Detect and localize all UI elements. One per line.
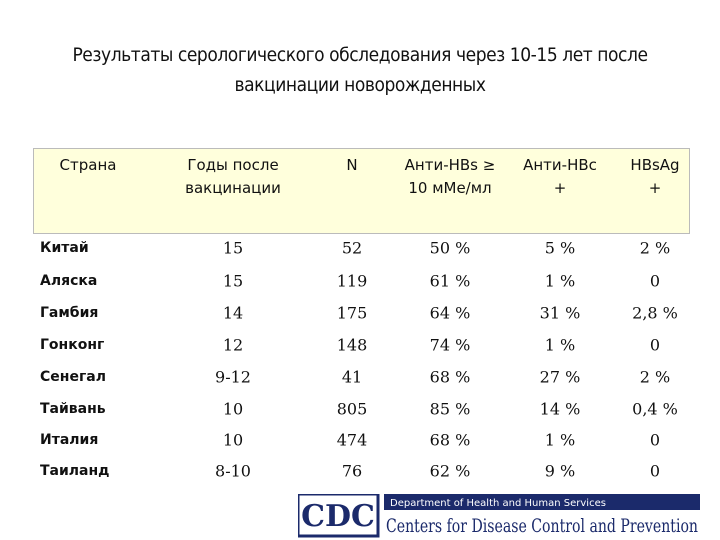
cell: 119: [336, 271, 368, 291]
cell: 41: [341, 367, 363, 387]
cell: 0: [649, 430, 661, 450]
cdc-logo: CDC Department of Health and Human Servi…: [298, 494, 700, 538]
cell: 64 %: [429, 303, 471, 323]
country: Китай: [40, 240, 89, 256]
cell: 2,8 %: [632, 303, 678, 323]
cell: 148: [336, 335, 368, 355]
header-line: +: [553, 179, 567, 197]
header-line: 10 мМе/мл: [408, 179, 492, 197]
cell: 474: [336, 430, 368, 450]
cell: 12: [222, 335, 244, 355]
header-line: Годы после: [187, 156, 279, 174]
header-line: +: [648, 179, 662, 197]
country: Италия: [40, 432, 99, 448]
cell: 0,4 %: [632, 399, 678, 419]
cell: 15: [222, 271, 244, 291]
header-line: HBsAg: [630, 156, 680, 174]
country: Тайвань: [40, 401, 106, 417]
cell: 76: [341, 461, 363, 481]
header-line: Анти-HBc: [523, 156, 597, 174]
cell: 5 %: [544, 238, 576, 258]
cell: 50 %: [429, 238, 471, 258]
cell: 74 %: [429, 335, 471, 355]
logo-box: [298, 494, 380, 538]
cell: 8-10: [215, 461, 251, 481]
country: Сенегал: [40, 369, 106, 385]
cell: 68 %: [429, 367, 471, 387]
logo-text: CDC: [301, 499, 375, 534]
column-header: Годы после вакцинации: [185, 154, 281, 200]
column-header: HBsAg +: [630, 154, 679, 200]
country: Гонконг: [40, 337, 105, 353]
cell: 61 %: [429, 271, 471, 291]
country: Аляска: [40, 273, 98, 289]
cell: 15: [222, 238, 244, 258]
agency: Centers for Disease Control and Preventi…: [386, 515, 698, 537]
header-line: N: [346, 156, 358, 174]
country: Таиланд: [40, 463, 110, 479]
cell: 175: [336, 303, 368, 323]
title-line: Результаты серологического обследования …: [72, 44, 648, 66]
header-line: Анти-HBs ≥: [404, 156, 496, 174]
cell: 10: [222, 399, 244, 419]
cell: 85 %: [429, 399, 471, 419]
cell: 9 %: [544, 461, 576, 481]
cell: 10: [222, 430, 244, 450]
cell: 68 %: [429, 430, 471, 450]
cell: 0: [649, 335, 661, 355]
cell: 2 %: [639, 238, 671, 258]
column-header: N: [346, 154, 357, 177]
cell: 52: [341, 238, 363, 258]
column-header: Страна: [60, 154, 117, 177]
department: Department of Health and Human Services: [390, 498, 606, 509]
cell: 9-12: [215, 367, 251, 387]
cell: 1 %: [544, 430, 576, 450]
column-header: Анти-HBc +: [523, 154, 597, 200]
cell: 1 %: [544, 335, 576, 355]
cell: 14 %: [539, 399, 581, 419]
title-line: вакцинации новорожденных: [234, 74, 486, 96]
header-line: Страна: [59, 156, 117, 174]
cell: 2 %: [639, 367, 671, 387]
country: Гамбия: [40, 305, 99, 321]
column-header: Анти-HBs ≥ 10 мМе/мл: [405, 154, 496, 200]
header-line: вакцинации: [185, 179, 281, 197]
cell: 31 %: [539, 303, 581, 323]
logo-bar: [384, 494, 700, 510]
cell: 0: [649, 271, 661, 291]
cell: 1 %: [544, 271, 576, 291]
cell: 0: [649, 461, 661, 481]
cell: 805: [336, 399, 368, 419]
cell: 14: [222, 303, 244, 323]
cell: 62 %: [429, 461, 471, 481]
cell: 27 %: [539, 367, 581, 387]
header-band: [33, 148, 690, 234]
